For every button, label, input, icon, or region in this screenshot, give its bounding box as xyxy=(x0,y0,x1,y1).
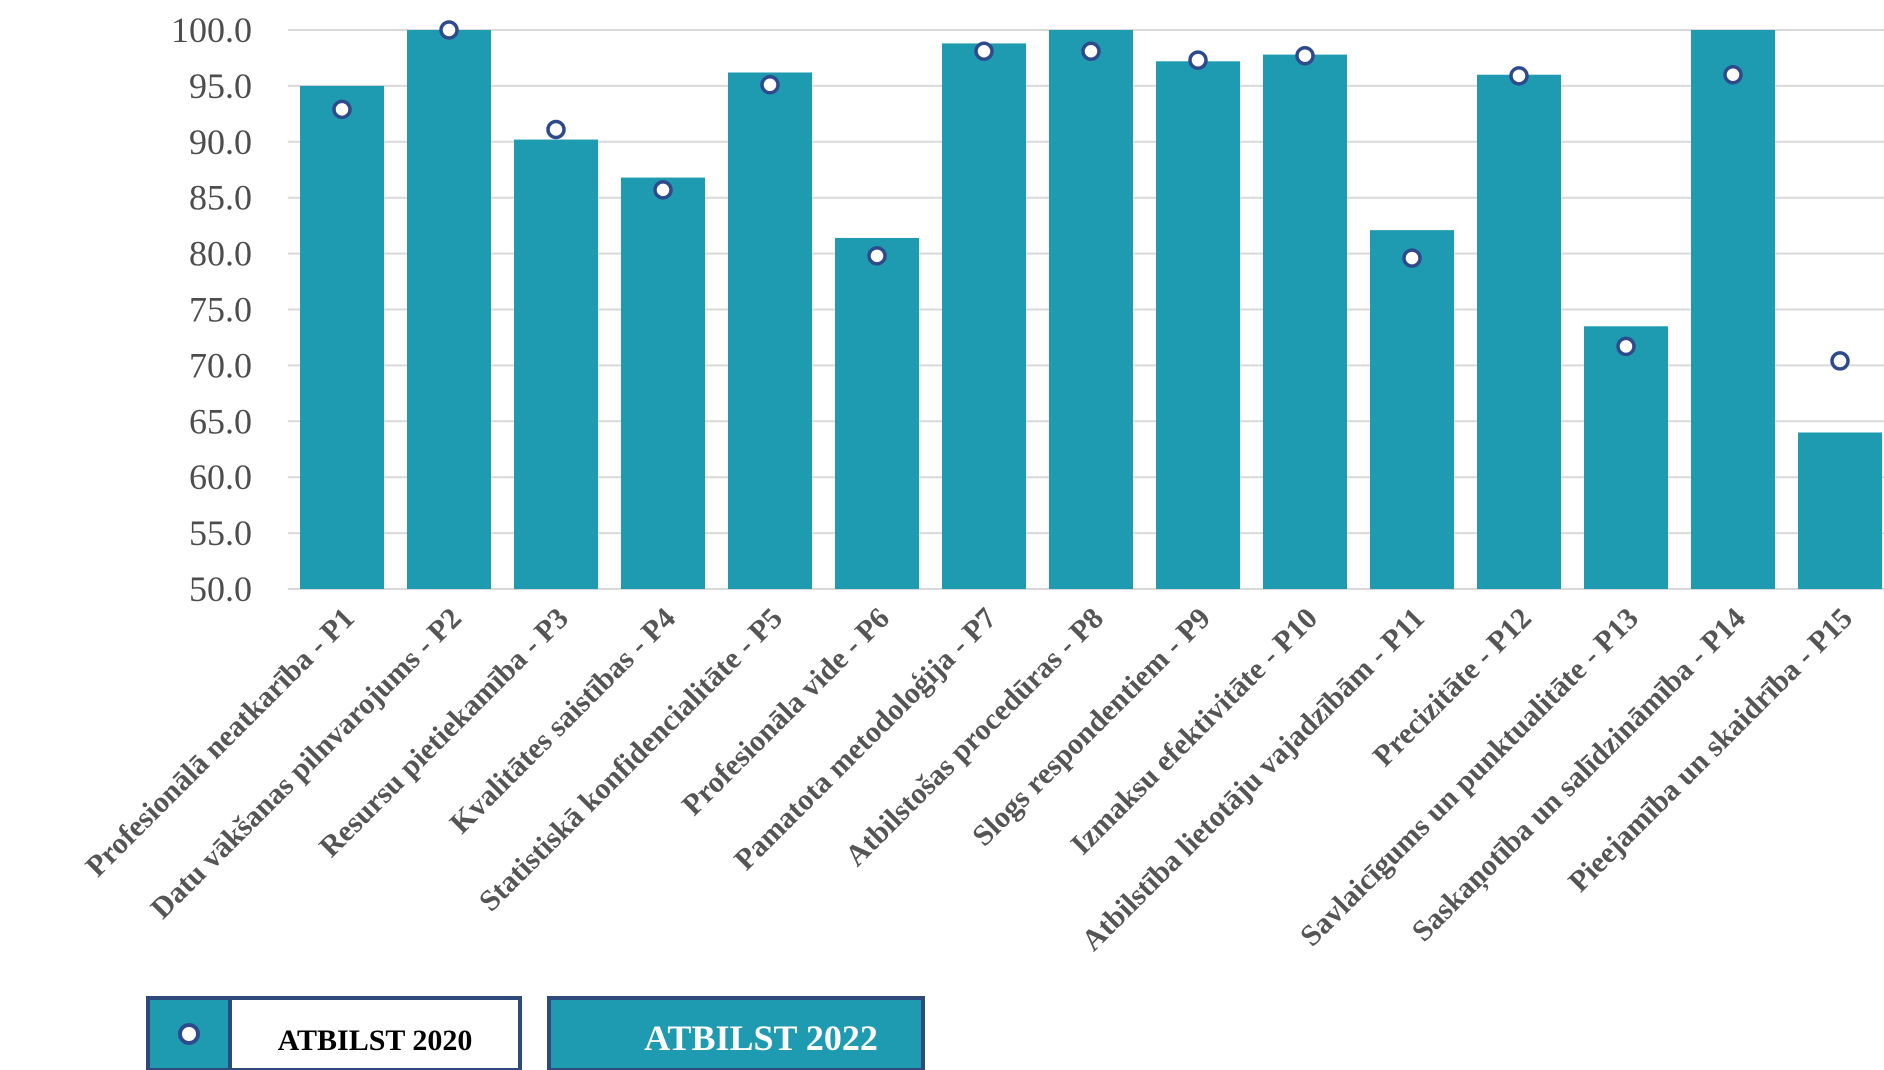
bar-2022 xyxy=(300,85,384,590)
marker-2020 xyxy=(1830,351,1850,371)
marker-2020 xyxy=(1188,50,1208,70)
bar-2022 xyxy=(835,237,919,589)
y-tick-label: 85.0 xyxy=(189,178,252,218)
y-tick-label: 100.0 xyxy=(171,10,252,50)
y-tick-label: 70.0 xyxy=(189,345,252,385)
bar-2022 xyxy=(1798,432,1882,589)
legend-label-2020: ATBILST 2020 xyxy=(278,1024,473,1057)
bar-2022 xyxy=(1584,326,1668,589)
bar-2022 xyxy=(1370,230,1454,589)
bar-2022 xyxy=(728,72,812,589)
markers xyxy=(332,20,1850,371)
marker-2020 xyxy=(1081,41,1101,61)
legend-swatch-2022 xyxy=(547,996,925,1070)
legend-marker-icon xyxy=(178,1023,200,1045)
y-tick-label: 80.0 xyxy=(189,234,252,274)
legend: ATBILST 2020 ATBILST 2022 xyxy=(146,996,925,1070)
legend-label-box-2020 xyxy=(228,996,522,1070)
bar-2022 xyxy=(621,177,705,590)
y-tick-label: 50.0 xyxy=(189,569,252,609)
bar-2022 xyxy=(1156,61,1240,589)
bar-2022 xyxy=(514,139,598,589)
y-tick-label: 55.0 xyxy=(189,513,252,553)
marker-2020 xyxy=(546,119,566,140)
y-axis-ticks: 50.0 55.0 60.0 65.0 70.0 75.0 80.0 85.0 90.0 95.0… xyxy=(171,10,252,609)
marker-2020 xyxy=(332,99,352,120)
bar-2022 xyxy=(407,30,491,589)
bar-2022 xyxy=(1263,54,1347,589)
y-tick-label: 90.0 xyxy=(189,122,252,162)
marker-2020 xyxy=(439,20,459,40)
marker-2020 xyxy=(760,75,780,95)
bar-2022 xyxy=(1691,30,1775,589)
marker-2020 xyxy=(1509,66,1529,86)
marker-2020 xyxy=(867,246,887,266)
marker-2020 xyxy=(974,41,994,61)
y-tick-label: 75.0 xyxy=(189,290,252,330)
legend-item-2022: ATBILST 2022 xyxy=(547,996,925,1070)
marker-2020 xyxy=(653,180,673,200)
y-tick-label: 65.0 xyxy=(189,401,252,441)
bar-2022 xyxy=(1049,30,1133,589)
bars xyxy=(300,30,1882,590)
y-tick-label: 95.0 xyxy=(189,66,252,106)
marker-2020 xyxy=(1616,336,1636,357)
y-tick-label: 60.0 xyxy=(189,457,252,497)
bar-2022 xyxy=(942,43,1026,589)
legend-item-2020: ATBILST 2020 xyxy=(146,996,522,1070)
marker-2020 xyxy=(1723,64,1743,85)
legend-label-2022: ATBILST 2022 xyxy=(644,1018,878,1058)
bar-2022 xyxy=(1477,74,1561,590)
marker-2020 xyxy=(1295,45,1315,66)
x-category-label: Profesionāla vide - P6 xyxy=(676,602,896,822)
marker-2020 xyxy=(1402,248,1422,268)
